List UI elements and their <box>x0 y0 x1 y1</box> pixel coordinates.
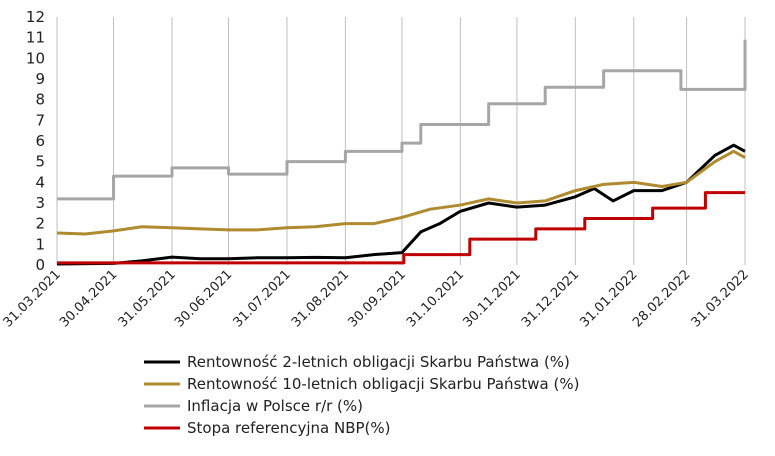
x-tick-label: 31.03.2021 <box>1 267 64 330</box>
y-tick-label: 3 <box>35 194 45 212</box>
x-tick-label: 31.05.2021 <box>116 267 179 330</box>
x-tick-label: 31.08.2021 <box>289 267 352 330</box>
y-tick-label: 11 <box>26 29 45 47</box>
gridlines <box>56 17 746 265</box>
y-tick-label: 6 <box>35 132 45 150</box>
x-tick-label: 31.07.2021 <box>231 267 294 330</box>
legend-label-1: Rentowność 10-letnich obligacji Skarbu P… <box>187 375 579 393</box>
y-tick-label: 2 <box>35 215 45 233</box>
x-tick-label: 31.10.2021 <box>404 267 467 330</box>
legend-label-2: Inflacja w Polsce r/r (%) <box>187 397 363 415</box>
x-tick-label: 30.09.2021 <box>346 267 409 330</box>
y-tick-label: 8 <box>35 91 45 109</box>
y-tick-label: 7 <box>35 111 45 129</box>
x-tick-label: 28.02.2022 <box>630 267 693 330</box>
x-tick-label: 31.03.2022 <box>689 267 752 330</box>
series-lines <box>56 39 747 266</box>
series-line-0 <box>56 143 746 266</box>
legend-label-3: Stopa referencyjna NBP(%) <box>187 419 390 437</box>
y-tick-label: 9 <box>35 70 45 88</box>
x-axis-ticks: 31.03.202130.04.202131.05.202130.06.2021… <box>1 267 752 330</box>
series-line-2 <box>57 39 747 201</box>
x-tick-label: 30.04.2021 <box>57 267 120 330</box>
y-tick-label: 5 <box>35 153 45 171</box>
series-line-1 <box>56 149 746 236</box>
y-tick-label: 0 <box>35 256 45 274</box>
legend-label-0: Rentowność 2-letnich obligacji Skarbu Pa… <box>187 353 570 371</box>
series-line-3 <box>57 191 745 265</box>
x-tick-label: 31.12.2021 <box>519 267 582 330</box>
x-tick-label: 30.11.2021 <box>461 267 524 330</box>
y-tick-label: 10 <box>26 49 45 67</box>
x-tick-label: 30.06.2021 <box>172 267 235 330</box>
legend: Rentowność 2-letnich obligacji Skarbu Pa… <box>144 353 579 437</box>
y-tick-label: 4 <box>35 173 45 191</box>
y-tick-label: 12 <box>26 8 45 26</box>
y-tick-label: 1 <box>35 235 45 253</box>
